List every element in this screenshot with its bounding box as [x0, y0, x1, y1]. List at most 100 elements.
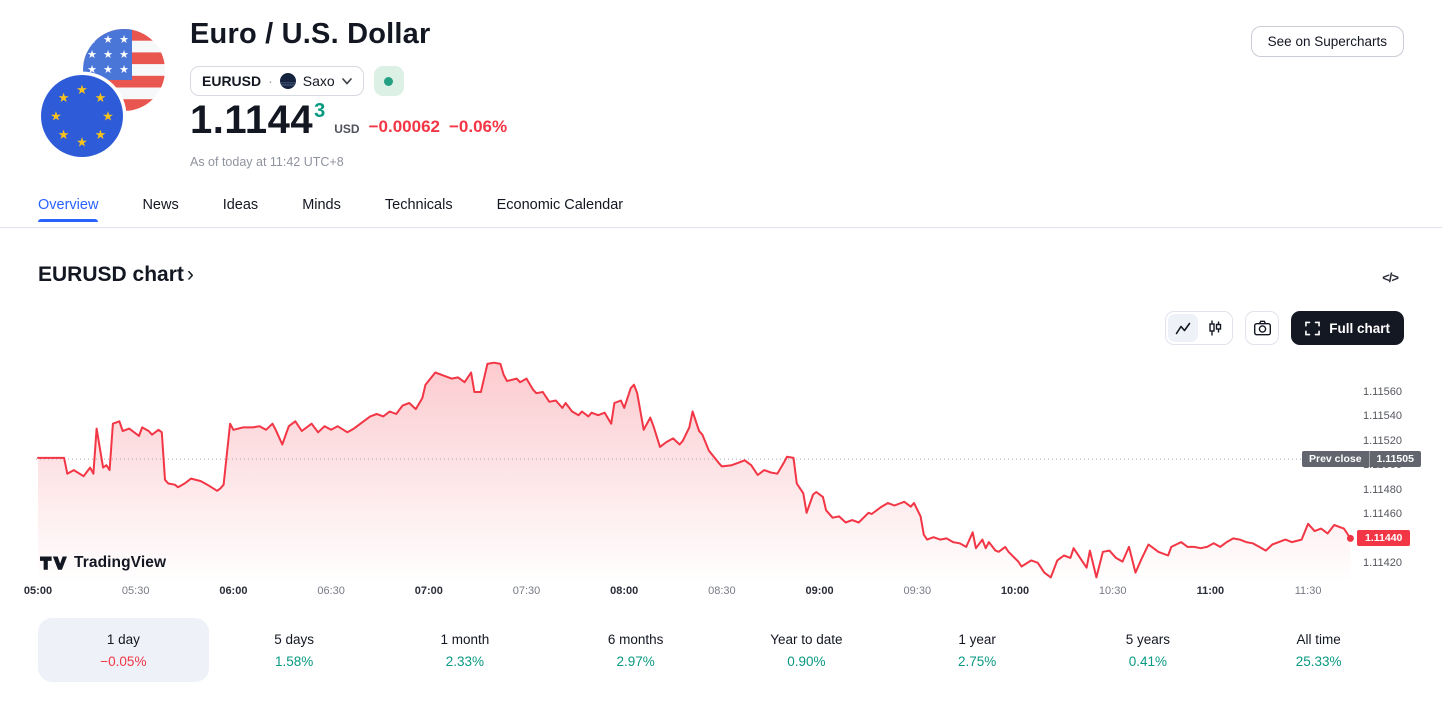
- svg-text:★: ★: [95, 128, 107, 143]
- range-change-value: 0.41%: [1128, 653, 1168, 669]
- tab-economic-calendar[interactable]: Economic Calendar: [496, 197, 624, 213]
- chart-section-title: EURUSD chart: [38, 263, 184, 286]
- range-change-value: 2.33%: [445, 653, 485, 669]
- svg-text:★: ★: [103, 63, 113, 76]
- last-price: 1.11443: [190, 100, 325, 140]
- symbol-source-dropdown[interactable]: EURUSD · Saxo: [190, 66, 364, 96]
- price-axis-label: 1.11420: [1363, 556, 1402, 569]
- range-label: 5 years: [1125, 631, 1171, 647]
- price-fraction-digit: 3: [314, 100, 326, 122]
- symbol-page-tabs: Overview News Ideas Minds Technicals Economic…: [0, 197, 1442, 228]
- prev-close-badge: Prev close 1.11505: [1302, 451, 1421, 467]
- range-1-month[interactable]: 1 month 2.33%: [380, 618, 551, 682]
- range-label: 1 year: [958, 631, 996, 647]
- range-5-years[interactable]: 5 years 0.41%: [1063, 618, 1234, 682]
- price-change-pct: −0.06%: [449, 117, 508, 136]
- full-chart-button[interactable]: Full chart: [1291, 311, 1404, 345]
- full-chart-label: Full chart: [1329, 320, 1390, 336]
- exchange-logo-icon: [279, 73, 296, 89]
- as-of-timestamp: As of today at 11:42 UTC+8: [190, 155, 344, 169]
- time-axis-label: 09:30: [903, 585, 932, 597]
- range-change-value: −0.05%: [100, 653, 147, 669]
- symbol-flags: ★ ★ ★ ★ ★ ★ ★ ★ ★ ★ ★ ★ ★ ★ ★ ★ ★: [36, 24, 166, 167]
- last-price-dot: [1346, 534, 1354, 542]
- time-axis-label: 05:30: [121, 585, 150, 597]
- range-label: 5 days: [274, 631, 315, 647]
- svg-text:★: ★: [95, 91, 107, 106]
- svg-text:★: ★: [87, 48, 97, 61]
- range-change-value: 0.90%: [787, 653, 826, 669]
- tradingview-attribution-label: TradingView: [74, 554, 167, 571]
- time-axis-label: 10:00: [1000, 585, 1030, 597]
- range-change-value: 25.33%: [1295, 653, 1342, 669]
- chart-section-heading[interactable]: EURUSD chart ›: [38, 263, 194, 287]
- symbol-row: EURUSD · Saxo: [190, 66, 404, 96]
- eu-flag-icon: ★ ★ ★ ★ ★ ★ ★ ★: [37, 71, 127, 161]
- area-chart-style-button[interactable]: [1168, 314, 1199, 342]
- separator-dot: ·: [268, 73, 273, 89]
- camera-icon: [1253, 320, 1271, 336]
- prev-close-badge-label: Prev close: [1302, 451, 1369, 467]
- area-chart-icon: [1175, 322, 1191, 335]
- price-axis-label: 1.11460: [1363, 508, 1402, 520]
- range-5-days[interactable]: 5 days 1.58%: [209, 618, 380, 682]
- range-6-months[interactable]: 6 months 2.97%: [550, 618, 721, 682]
- range-1-day[interactable]: 1 day −0.05%: [38, 618, 209, 682]
- performance-range-selector: 1 day −0.05% 5 days 1.58% 1 month 2.33% 6 mont…: [38, 618, 1404, 682]
- time-axis-label: 08:30: [708, 585, 736, 597]
- price-axis-label: 1.11520: [1363, 434, 1402, 447]
- page-title: Euro / U.S. Dollar: [190, 18, 431, 50]
- candles-icon: [1209, 320, 1222, 336]
- time-axis-label: 11:30: [1294, 585, 1322, 597]
- price-row: 1.11443 USD −0.00062 −0.06%: [190, 100, 507, 140]
- time-axis-label: 07:30: [512, 585, 541, 597]
- range-change-value: 1.58%: [274, 653, 314, 669]
- svg-text:★: ★: [50, 110, 62, 125]
- range-change-value: 2.75%: [957, 653, 997, 669]
- range-label: 6 months: [607, 631, 664, 647]
- market-open-status-badge[interactable]: [373, 66, 404, 96]
- tab-technicals[interactable]: Technicals: [384, 197, 453, 213]
- chart-region: 1.115601.115401.115201.115001.114801.114…: [0, 353, 1442, 585]
- fullscreen-icon: [1305, 321, 1321, 335]
- see-on-supercharts-button[interactable]: See on Supercharts: [1250, 26, 1404, 57]
- candles-chart-style-button[interactable]: [1200, 314, 1230, 342]
- tradingview-attribution[interactable]: TradingView: [40, 554, 166, 572]
- range-label: All time: [1296, 631, 1341, 647]
- market-open-dot-icon: [384, 76, 394, 86]
- price-change: −0.00062 −0.06%: [369, 117, 508, 140]
- svg-text:★: ★: [87, 33, 97, 46]
- chart-style-toggle: [1165, 311, 1234, 345]
- range-1-year[interactable]: 1 year 2.75%: [892, 618, 1063, 682]
- svg-text:★: ★: [87, 63, 97, 76]
- svg-text:★: ★: [76, 83, 88, 98]
- tab-overview[interactable]: Overview: [38, 197, 99, 222]
- svg-text:★: ★: [119, 63, 129, 76]
- snapshot-button[interactable]: [1245, 311, 1280, 345]
- price-axis-label: 1.11560: [1363, 386, 1402, 398]
- price-chart[interactable]: [0, 353, 1356, 583]
- symbol-ticker: EURUSD: [202, 73, 262, 89]
- range-year-to-date[interactable]: Year to date 0.90%: [721, 618, 892, 682]
- chart-toolbar: Full chart: [1165, 311, 1404, 345]
- embed-code-icon[interactable]: </>: [1382, 270, 1399, 285]
- tab-news[interactable]: News: [142, 197, 179, 213]
- chevron-right-icon: ›: [186, 263, 194, 286]
- tradingview-logo-icon: [40, 556, 67, 570]
- price-area-fill: [38, 362, 1351, 583]
- time-axis-label: 09:00: [805, 585, 834, 597]
- time-axis[interactable]: 05:00 05:30 06:00 06:30 07:00 07:30 08:00 08:30…: [0, 585, 1400, 601]
- time-axis-label: 07:00: [414, 585, 443, 597]
- time-axis-label: 05:00: [23, 585, 53, 597]
- price-axis[interactable]: 1.115601.115401.115201.115001.114801.114…: [1363, 353, 1442, 583]
- range-all-time[interactable]: All time 25.33%: [1233, 618, 1404, 682]
- tab-ideas[interactable]: Ideas: [222, 197, 259, 213]
- svg-text:★: ★: [102, 110, 114, 125]
- range-change-value: 2.97%: [616, 653, 655, 669]
- time-axis-label: 06:00: [219, 585, 248, 597]
- tab-minds[interactable]: Minds: [302, 197, 341, 213]
- exchange-name: Saxo: [302, 73, 335, 89]
- time-axis-label: 10:30: [1098, 585, 1127, 597]
- svg-text:★: ★: [119, 48, 129, 61]
